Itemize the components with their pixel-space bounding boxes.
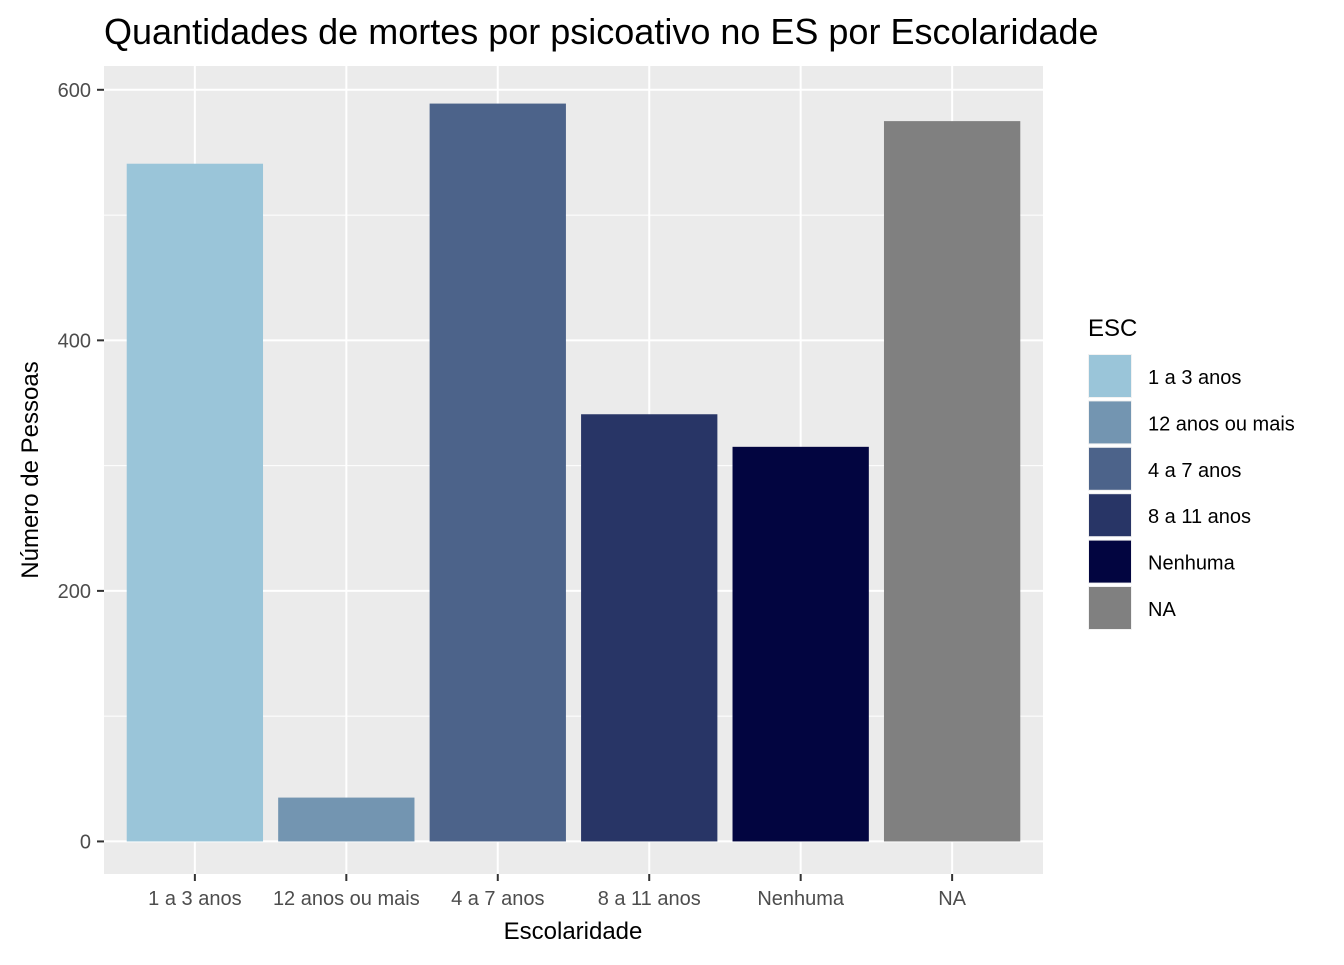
y-axis: 0 200 400 600 [58, 80, 104, 853]
legend-label: 12 anos ou mais [1148, 413, 1295, 435]
legend-label: Nenhuma [1148, 553, 1236, 575]
bar-0 [126, 163, 264, 842]
y-tick-label: 200 [58, 581, 91, 603]
legend-label: 1 a 3 anos [1148, 367, 1241, 389]
legend-label: NA [1148, 599, 1176, 621]
x-axis-title: Escolaridade [504, 918, 643, 945]
bar-3 [581, 414, 718, 842]
legend-label: 4 a 7 anos [1148, 460, 1241, 482]
legend: ESC 1 a 3 anos 12 anos ou mais 4 a 7 anos 8… [1088, 315, 1295, 630]
legend-swatch [1089, 447, 1131, 490]
bars-group [126, 103, 1021, 842]
bar-4 [732, 446, 869, 842]
bar-2 [429, 103, 566, 842]
y-tick-label: 600 [58, 80, 91, 102]
y-axis-title: Número de Pessoas [17, 361, 44, 578]
x-tick-label: 4 a 7 anos [451, 888, 544, 910]
x-tick-label: 1 a 3 anos [148, 888, 241, 910]
chart-title: Quantidades de mortes por psicoativo no … [104, 11, 1099, 52]
x-axis: 1 a 3 anos 12 anos ou mais 4 a 7 anos 8 a 1… [148, 874, 967, 910]
bar-5 [883, 121, 1021, 842]
legend-swatch [1089, 355, 1131, 397]
x-tick-label: NA [938, 888, 966, 910]
legend-label: 8 a 11 anos [1148, 506, 1251, 528]
legend-title: ESC [1088, 315, 1137, 342]
y-tick-label: 400 [58, 330, 91, 352]
legend-swatch [1089, 540, 1131, 583]
legend-swatch [1089, 401, 1131, 444]
x-tick-label: Nenhuma [757, 888, 845, 910]
legend-swatch [1089, 494, 1131, 537]
legend-swatch [1089, 587, 1131, 629]
bar-1 [278, 797, 415, 842]
x-tick-label: 8 a 11 anos [598, 888, 701, 910]
y-tick-label: 0 [80, 831, 91, 853]
legend-items: 1 a 3 anos 12 anos ou mais 4 a 7 anos 8 a 1… [1088, 354, 1295, 630]
x-tick-label: 12 anos ou mais [273, 888, 420, 910]
